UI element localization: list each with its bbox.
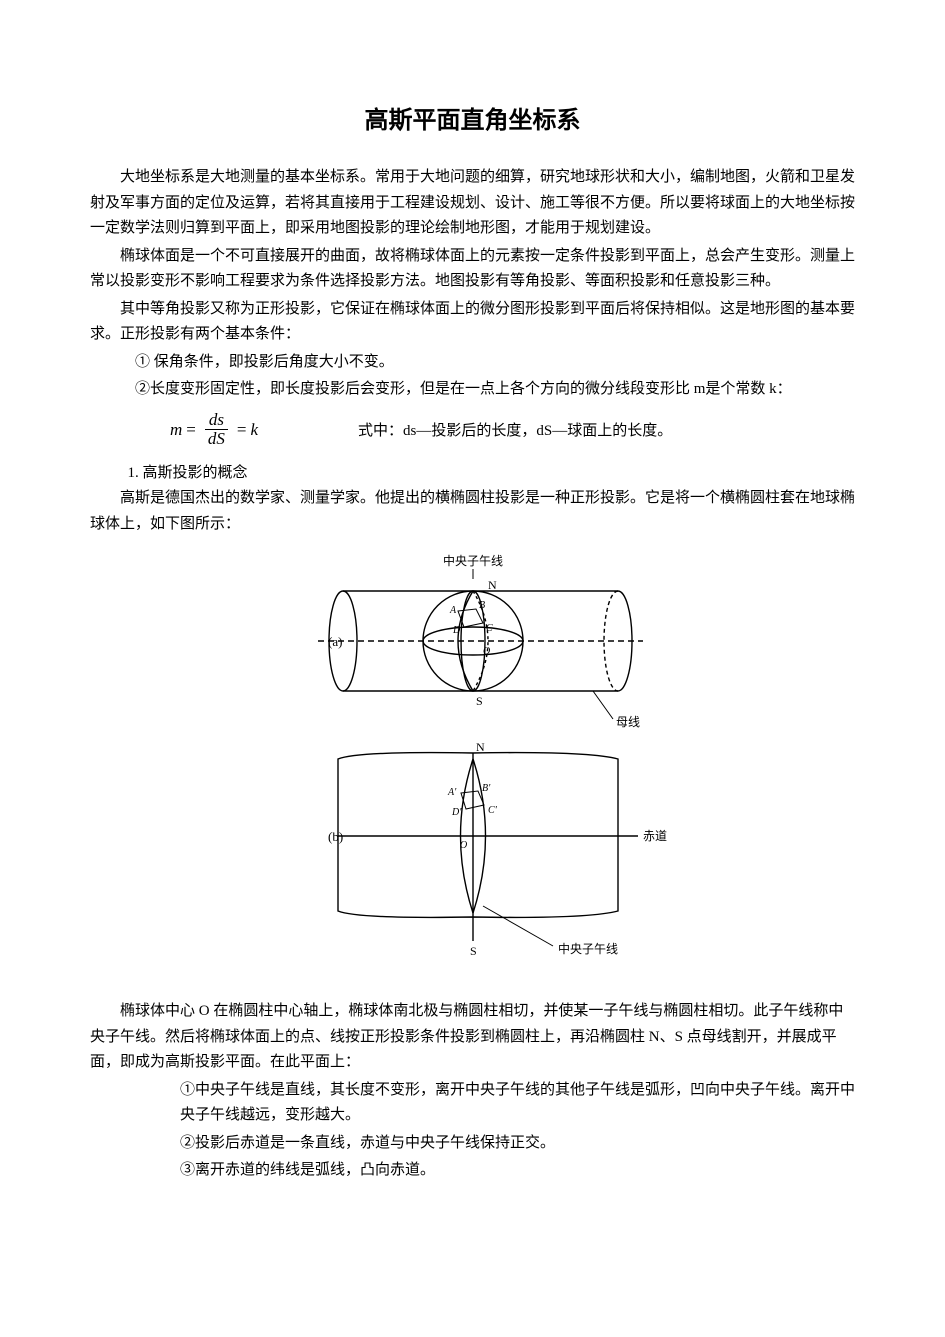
label-bot-meridian: 中央子午线 [558,941,618,956]
condition-1: ① 保角条件，即投影后角度大小不变。 [90,350,855,376]
label-equator: 赤道 [643,829,667,843]
label-Ap: A' [447,787,457,798]
diagram-svg: 中央子午线 (a) N S [258,551,688,981]
label-N-bot: N [476,740,485,754]
formula-k: k [250,420,258,440]
section-1-heading: 1. 高斯投影的概念 [90,461,855,487]
label-C: C [486,623,493,634]
sublist-1: ①中央子午线是直线，其长度不变形，离开中央子午线的其他子午线是弧形，凹向中央子午… [90,1078,855,1129]
eq1: = [186,420,196,440]
paragraph-4: 高斯是德国杰出的数学家、测量学家。他提出的横椭圆柱投影是一种正形投影。它是将一个… [90,486,855,537]
label-D: D [452,625,461,636]
sublist-2: ②投影后赤道是一条直线，赤道与中央子午线保持正交。 [90,1131,855,1157]
paragraph-5: 椭球体中心 O 在椭圆柱中心轴上，椭球体南北极与椭圆柱相切，并使某一子午线与椭圆… [90,999,855,1076]
projection-diagram: 中央子午线 (a) N S [90,551,855,981]
label-muxian: 母线 [616,715,640,729]
paragraph-1: 大地坐标系是大地测量的基本坐标系。常用于大地问题的细算，研究地球形状和大小，编制… [90,165,855,242]
fraction-denominator: dS [204,430,229,449]
label-Bp: B' [482,783,491,794]
page-title: 高斯平面直角坐标系 [90,100,855,135]
label-Cp: C' [488,805,498,816]
label-N-top: N [488,578,497,592]
label-O-top: O [483,646,490,657]
label-a: (a) [328,634,342,649]
formula-block: m = ds dS = k 式中：ds—投影后的长度，dS—球面上的长度。 [90,411,855,449]
formula-note: 式中：ds—投影后的长度，dS—球面上的长度。 [358,419,672,440]
label-S-top: S [476,694,483,708]
label-S-bot: S [470,944,477,958]
label-B: B [479,600,485,611]
label-A: A [449,605,457,616]
sublist-3: ③离开赤道的纬线是弧线，凸向赤道。 [90,1158,855,1184]
paragraph-3: 其中等角投影又称为正形投影，它保证在椭球体面上的微分图形投影到平面后将保持相似。… [90,297,855,348]
formula: m = ds dS = k [170,411,258,449]
formula-m: m [170,420,182,440]
eq2: = [237,420,247,440]
label-O-bot: O [460,840,467,851]
fraction: ds dS [204,411,229,449]
label-Dp: D' [451,807,462,818]
label-top-meridian: 中央子午线 [442,553,502,568]
condition-2: ②长度变形固定性，即长度投影后会变形，但是在一点上各个方向的微分线段变形比 m是… [90,377,855,403]
fraction-numerator: ds [205,411,228,431]
paragraph-2: 椭球体面是一个不可直接展开的曲面，故将椭球体面上的元素按一定条件投影到平面上，总… [90,244,855,295]
